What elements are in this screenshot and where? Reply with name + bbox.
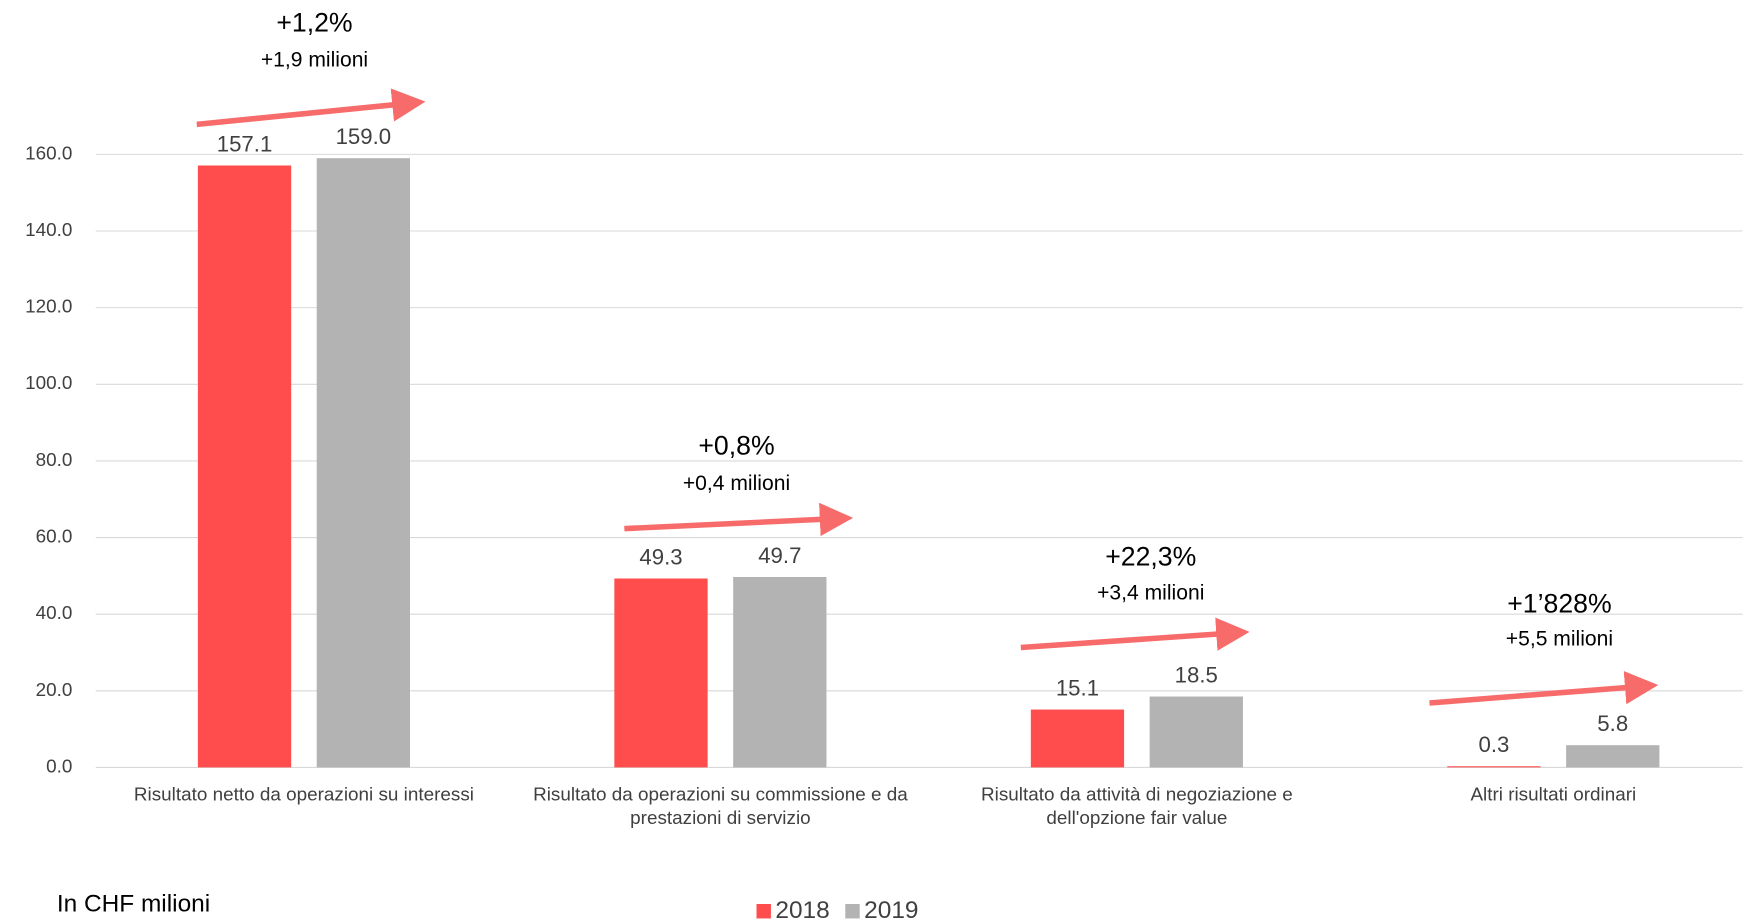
legend-swatch [845, 904, 860, 919]
legend-swatch [756, 904, 771, 919]
annotation-arrow [196, 88, 426, 128]
x-tick-label-box: Altri risultati ordinari [1470, 784, 1637, 806]
annotation-subtext: +1,9 milioni [261, 49, 368, 72]
y-tick-label: 0.0 [46, 755, 72, 776]
data-label: 18.5 [1175, 662, 1218, 687]
y-tick-label: 160.0 [25, 142, 72, 163]
legend-label: 2018 [775, 897, 829, 924]
y-tick-label: 120.0 [25, 296, 72, 317]
note: In CHF milioni [57, 891, 210, 918]
bar [1447, 766, 1541, 768]
annotation-text: +1,2% [276, 7, 352, 37]
x-tick-label-box: Risultato da attività di negoziazione e … [981, 784, 1293, 829]
x-tick-label: Risultato netto da operazioni su interes… [133, 784, 474, 806]
annotation-subtext: +0,4 milioni [683, 472, 790, 495]
annotation-text: +1’828% [1507, 588, 1611, 618]
bar [1030, 709, 1125, 768]
x-tick-label: Risultato da attività di negoziazione e … [981, 784, 1293, 829]
annotation-arrow [1020, 617, 1250, 651]
x-tick-label: Risultato da operazioni su commissione e… [533, 784, 908, 829]
data-label: 15.1 [1056, 675, 1099, 700]
data-label: 157.1 [217, 131, 273, 156]
bar [614, 578, 708, 768]
legend-label: 2019 [864, 897, 918, 924]
y-tick-label: 20.0 [36, 679, 73, 700]
annotation-subtext: +5,5 milioni [1506, 627, 1613, 650]
data-label: 0.3 [1478, 732, 1509, 757]
bar [733, 576, 827, 768]
annotation-arrow [624, 502, 854, 537]
y-tick-label: 100.0 [25, 372, 72, 393]
bar [316, 158, 410, 768]
y-tick-label: 140.0 [25, 219, 72, 240]
bar [1566, 745, 1660, 768]
x-tick-label: Altri risultati ordinari [1470, 784, 1637, 806]
x-tick-label-box: Risultato da operazioni su commissione e… [533, 784, 908, 829]
annotation-text: +22,3% [1105, 542, 1196, 572]
bar [197, 165, 292, 768]
annotation-subtext: +3,4 milioni [1097, 582, 1204, 605]
bar [1149, 696, 1243, 768]
data-label: 49.7 [758, 543, 801, 568]
x-tick-label-box: Risultato netto da operazioni su interes… [133, 784, 474, 806]
annotation-arrow [1429, 671, 1659, 706]
data-label: 5.8 [1597, 711, 1628, 736]
annotation-text: +0,8% [698, 431, 774, 461]
y-tick-label: 80.0 [36, 449, 73, 470]
y-tick-label: 60.0 [36, 526, 73, 547]
data-label: 49.3 [639, 544, 682, 569]
y-tick-label: 40.0 [36, 602, 73, 623]
data-label: 159.0 [336, 124, 392, 149]
